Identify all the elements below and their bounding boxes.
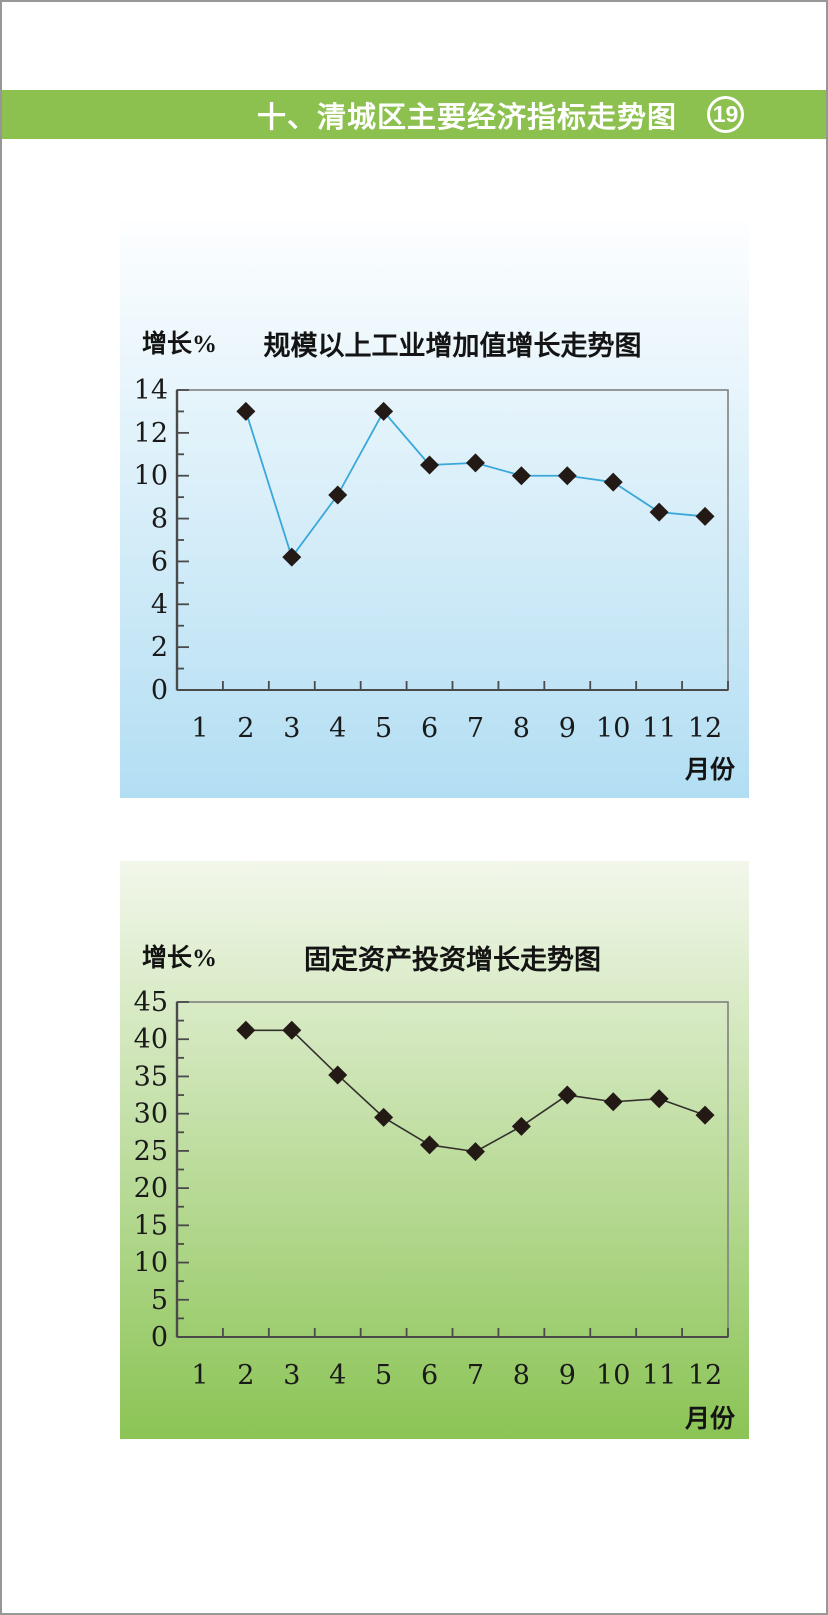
page-number-badge: 19 (707, 96, 744, 133)
data-point-marker (557, 1085, 577, 1105)
x-tick-label: 1 (191, 713, 208, 744)
plot-border (176, 1001, 729, 1338)
y-tick-label: 20 (134, 1173, 168, 1204)
x-tick-label: 8 (513, 713, 530, 744)
x-tick-label: 12 (688, 713, 722, 744)
x-tick-label: 7 (467, 713, 484, 744)
chart-title: 固定资产投资增长走势图 (304, 945, 601, 975)
x-tick-label: 5 (375, 1360, 392, 1391)
data-point-marker (649, 1089, 669, 1109)
x-tick-label: 12 (688, 1360, 722, 1391)
x-tick-label: 9 (559, 713, 576, 744)
x-tick-label: 6 (421, 1360, 438, 1391)
plot-border (176, 389, 729, 691)
x-axis-unit-label: 月份 (684, 1406, 735, 1433)
y-tick-label: 14 (134, 375, 168, 406)
x-tick-label: 2 (237, 1360, 254, 1391)
x-tick-label: 10 (596, 1360, 630, 1391)
y-tick-label: 5 (151, 1285, 168, 1316)
series-line (245, 410, 706, 559)
data-point-marker (603, 1092, 623, 1112)
y-tick-label: 0 (151, 675, 168, 706)
y-tick-label: 25 (134, 1136, 168, 1167)
y-tick-label: 30 (134, 1099, 168, 1130)
x-tick-label: 6 (421, 713, 438, 744)
y-tick-label: 45 (134, 987, 168, 1018)
header-title: 十、清城区主要经济指标走势图 (256, 101, 677, 134)
y-tick-label: 15 (134, 1210, 168, 1241)
data-point-marker (649, 502, 669, 522)
x-tick-label: 8 (513, 1360, 530, 1391)
y-axis-unit-label: 增长% (142, 945, 218, 972)
data-point-marker (420, 455, 440, 475)
x-tick-label: 4 (329, 713, 346, 744)
y-tick-label: 0 (151, 1322, 168, 1353)
header-bar: 十、清城区主要经济指标走势图 19 (2, 90, 826, 139)
series-line (245, 1029, 706, 1153)
x-tick-label: 11 (642, 1360, 676, 1391)
y-tick-label: 35 (134, 1061, 168, 1092)
data-point-marker (511, 1116, 531, 1136)
data-point-marker (511, 466, 531, 486)
y-tick-label: 4 (151, 589, 168, 620)
page-number: 19 (712, 101, 739, 127)
x-tick-label: 3 (283, 713, 300, 744)
data-point-marker (420, 1135, 440, 1155)
x-tick-label: 4 (329, 1360, 346, 1391)
data-point-marker (236, 1020, 256, 1040)
x-tick-label: 10 (596, 713, 630, 744)
data-point-marker (236, 401, 256, 421)
data-point-marker (374, 1107, 394, 1127)
y-tick-label: 12 (134, 418, 168, 449)
x-tick-label: 11 (642, 713, 676, 744)
x-tick-label: 7 (467, 1360, 484, 1391)
y-tick-label: 10 (134, 1248, 168, 1279)
x-tick-label: 2 (237, 713, 254, 744)
y-tick-label: 40 (134, 1024, 168, 1055)
data-point-marker (695, 1105, 715, 1125)
data-point-marker (695, 506, 715, 526)
y-tick-label: 6 (151, 546, 168, 577)
industrial-growth-chart-panel: 0 2 4 6 8 10 12 14 1 2 3 4 5 6 7 8 9 10 11 12 增长% 规模以上工业增加值… (120, 220, 749, 798)
x-axis-unit-label: 月份 (684, 757, 735, 784)
data-point-marker (465, 1142, 485, 1162)
data-point-marker (328, 485, 348, 505)
chart-title: 规模以上工业增加值增长走势图 (263, 331, 642, 361)
x-tick-label: 5 (375, 713, 392, 744)
y-tick-label: 10 (134, 461, 168, 492)
y-tick-label: 8 (151, 504, 168, 535)
y-tick-label: 2 (151, 632, 168, 663)
y-axis-unit-label: 增长% (142, 331, 218, 358)
fixed-asset-investment-chart-panel: 0 5 10 15 20 25 30 35 40 45 1 2 3 4 5 6 7 8 9 10 11 12 增长% 固定… (120, 861, 749, 1439)
data-point-marker (465, 453, 485, 473)
data-point-marker (557, 466, 577, 486)
x-tick-label: 9 (559, 1360, 576, 1391)
x-tick-label: 1 (191, 1360, 208, 1391)
data-point-marker (328, 1065, 348, 1085)
data-point-marker (374, 401, 394, 421)
data-point-marker (282, 1020, 302, 1040)
x-tick-label: 3 (283, 1360, 300, 1391)
data-point-marker (282, 547, 302, 567)
data-point-marker (603, 472, 623, 492)
